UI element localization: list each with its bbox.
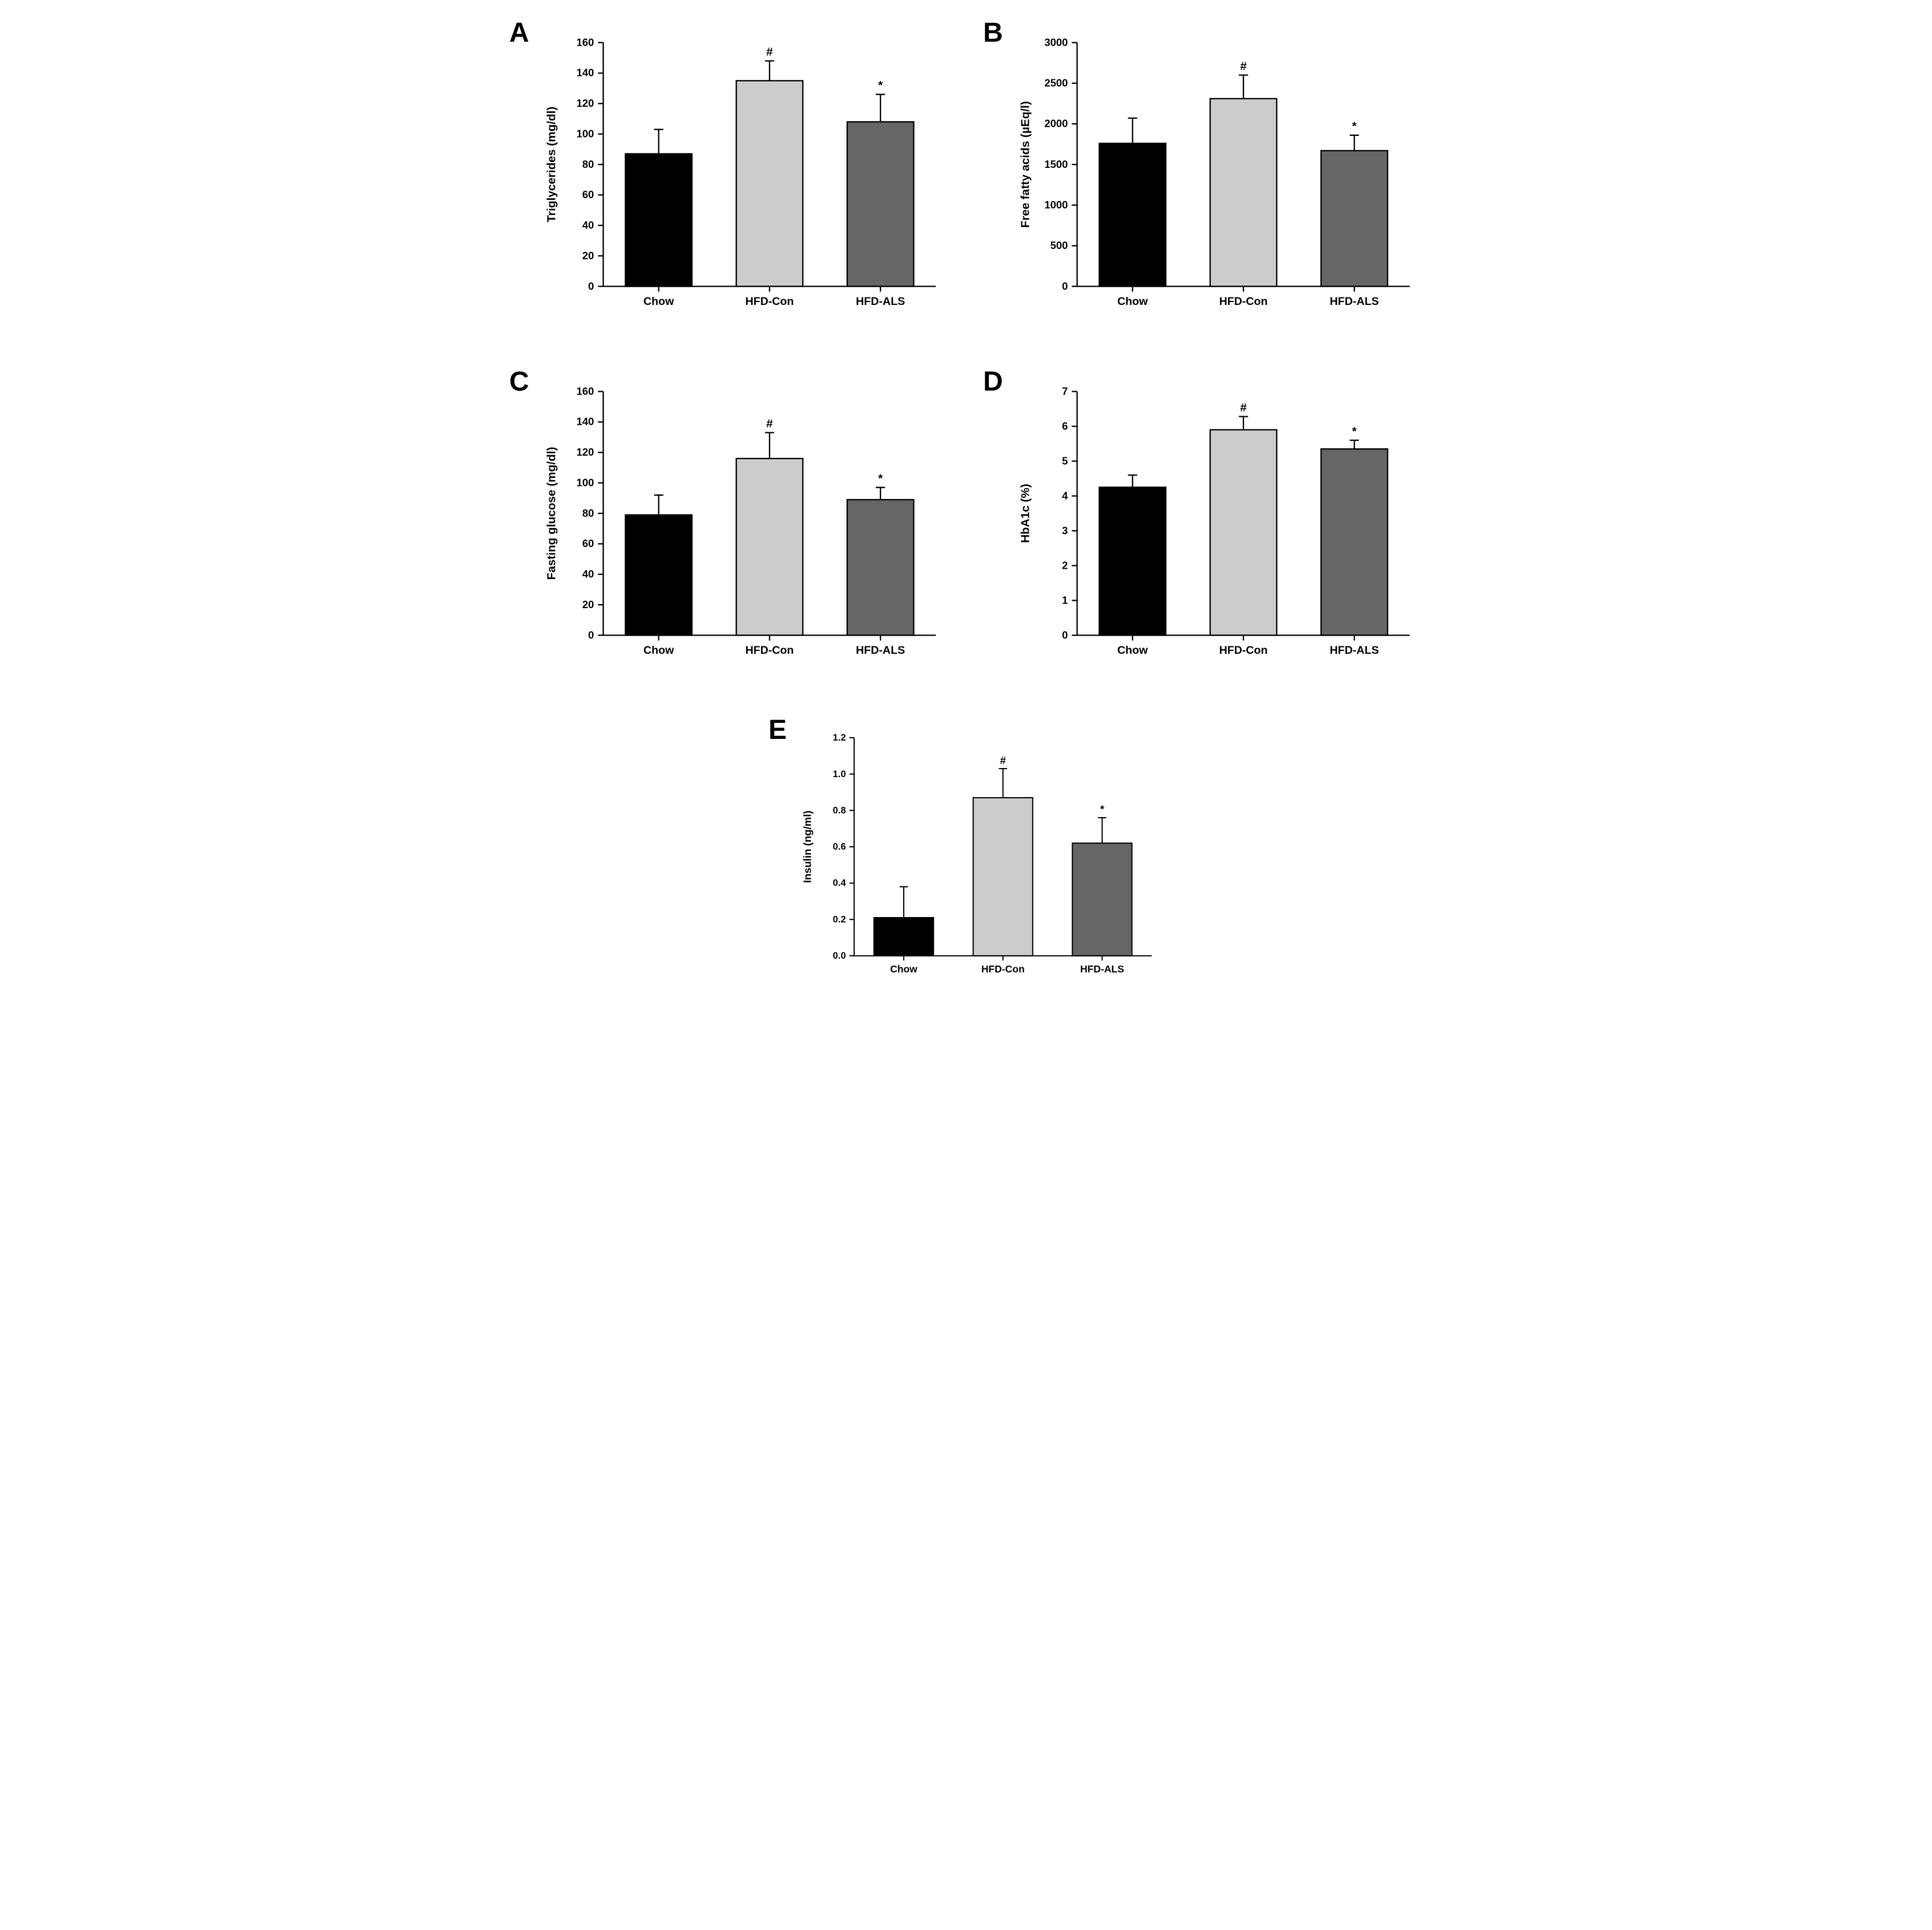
svg-text:HFD-Con: HFD-Con xyxy=(745,295,794,308)
svg-text:80: 80 xyxy=(582,507,594,519)
svg-text:40: 40 xyxy=(582,568,594,580)
svg-text:HFD-Con: HFD-Con xyxy=(1219,295,1267,308)
chart-c: 0 20 40 60 80 100 120 140 160 Chow # HFD-Con * HFD-AL… xyxy=(541,372,949,675)
svg-text:160: 160 xyxy=(576,385,594,397)
svg-text:0.4: 0.4 xyxy=(833,878,847,888)
svg-text:160: 160 xyxy=(576,36,594,48)
svg-text:1.2: 1.2 xyxy=(833,733,846,743)
chart-d: 0 1 2 3 4 5 6 7 Chow # HFD-Con * HFD-ALS HbA1c (%) xyxy=(1015,372,1423,675)
svg-text:1500: 1500 xyxy=(1044,158,1068,170)
svg-text:HFD-ALS: HFD-ALS xyxy=(856,295,905,308)
svg-text:20: 20 xyxy=(582,598,594,610)
figure-grid: A 020406080100120140160Chow#HFD-Con*HFD-… xyxy=(509,23,1423,991)
chart-a: 0 20 40 60 80 100 120 140 160 Chow # HFD-Con * HFD-AL… xyxy=(541,23,949,326)
panel-a: A 020406080100120140160Chow#HFD-Con*HFD-… xyxy=(509,23,949,326)
svg-text:5: 5 xyxy=(1062,455,1068,467)
svg-text:0.6: 0.6 xyxy=(833,842,846,853)
panel-b: B 050010001500200025003000Chow#HFD-Con*H… xyxy=(983,23,1423,326)
svg-text:100: 100 xyxy=(576,127,594,139)
svg-text:HFD-Con: HFD-Con xyxy=(981,963,1025,975)
svg-text:*: * xyxy=(1100,803,1105,815)
svg-text:Chow: Chow xyxy=(890,963,917,975)
svg-text:HFD-ALS: HFD-ALS xyxy=(1080,963,1124,975)
svg-text:3000: 3000 xyxy=(1044,36,1068,48)
svg-text:1000: 1000 xyxy=(1044,199,1068,211)
panel-label-b: B xyxy=(983,17,1003,49)
svg-text:Chow: Chow xyxy=(1117,295,1148,308)
panel-c: C 020406080100120140160Chow#HFD-Con*HFD-… xyxy=(509,372,949,675)
panel-label-c: C xyxy=(509,366,529,397)
svg-text:120: 120 xyxy=(576,97,594,109)
svg-text:60: 60 xyxy=(582,537,594,549)
svg-text:0: 0 xyxy=(1062,280,1068,292)
svg-text:1: 1 xyxy=(1062,594,1068,606)
svg-text:HFD-ALS: HFD-ALS xyxy=(1330,295,1379,308)
svg-text:0.8: 0.8 xyxy=(833,806,846,816)
svg-text:0: 0 xyxy=(588,629,594,641)
panel-label-a: A xyxy=(509,17,529,49)
panel-d: D 01234567Chow#HFD-Con*HFD-ALSHbA1c (%) xyxy=(983,372,1423,675)
svg-text:#: # xyxy=(766,45,773,58)
svg-text:Insulin (ng/ml): Insulin (ng/ml) xyxy=(802,811,814,883)
svg-text:*: * xyxy=(878,79,883,92)
svg-text:500: 500 xyxy=(1050,239,1068,251)
svg-text:#: # xyxy=(1240,401,1247,414)
svg-text:0.2: 0.2 xyxy=(833,915,846,925)
svg-text:2500: 2500 xyxy=(1044,77,1068,89)
svg-text:*: * xyxy=(1352,120,1357,133)
panel-label-e: E xyxy=(768,714,787,746)
svg-text:0: 0 xyxy=(588,280,594,292)
svg-text:#: # xyxy=(1240,59,1247,73)
svg-text:HFD-ALS: HFD-ALS xyxy=(856,644,905,657)
svg-text:100: 100 xyxy=(576,476,594,488)
svg-text:Fasting glucose (mg/dl): Fasting glucose (mg/dl) xyxy=(545,447,558,580)
panel-label-d: D xyxy=(983,366,1003,397)
svg-text:HFD-Con: HFD-Con xyxy=(745,644,794,657)
svg-text:#: # xyxy=(1000,754,1007,766)
svg-text:4: 4 xyxy=(1062,489,1068,501)
svg-text:140: 140 xyxy=(576,415,594,427)
svg-text:*: * xyxy=(878,472,883,485)
svg-text:2: 2 xyxy=(1062,559,1068,571)
chart-e: 0.0 0.2 0.4 0.6 0.8 1.0 1.2 Chow # HFD-Con * HFD-AL… xyxy=(798,720,1164,991)
svg-text:140: 140 xyxy=(576,67,594,79)
svg-text:2000: 2000 xyxy=(1044,118,1068,130)
svg-text:HbA1c (%): HbA1c (%) xyxy=(1019,484,1032,543)
svg-text:0: 0 xyxy=(1062,629,1068,641)
svg-text:Free fatty acids (µEq/l): Free fatty acids (µEq/l) xyxy=(1019,101,1032,228)
svg-text:*: * xyxy=(1352,424,1357,437)
svg-text:Chow: Chow xyxy=(643,295,674,308)
svg-text:120: 120 xyxy=(576,446,594,458)
svg-text:HFD-ALS: HFD-ALS xyxy=(1330,644,1379,657)
panel-e: E 0.00.20.40.60.81.01.2Chow#HFD-Con*HFD-… xyxy=(509,720,1423,991)
svg-text:1.0: 1.0 xyxy=(833,769,846,779)
svg-text:6: 6 xyxy=(1062,420,1068,432)
svg-text:60: 60 xyxy=(582,188,594,200)
svg-text:7: 7 xyxy=(1062,385,1068,397)
svg-text:HFD-Con: HFD-Con xyxy=(1219,644,1267,657)
svg-text:40: 40 xyxy=(582,219,594,231)
svg-text:0.0: 0.0 xyxy=(833,951,846,961)
chart-b: 0 500 1000 1500 2000 2500 3000 Chow # HFD-Con * HFD… xyxy=(1015,23,1423,326)
svg-text:20: 20 xyxy=(582,250,594,262)
svg-text:Triglycerides (mg/dl): Triglycerides (mg/dl) xyxy=(545,107,558,223)
svg-text:Chow: Chow xyxy=(643,644,674,657)
svg-text:Chow: Chow xyxy=(1117,644,1148,657)
svg-text:3: 3 xyxy=(1062,524,1068,536)
svg-text:#: # xyxy=(766,417,773,430)
svg-text:80: 80 xyxy=(582,158,594,170)
